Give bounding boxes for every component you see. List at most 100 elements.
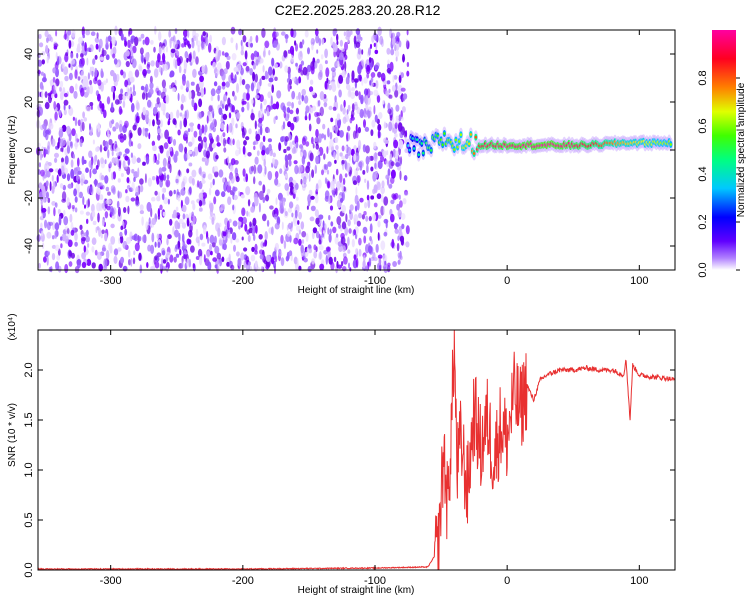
- noise-point: [355, 257, 359, 268]
- noise-point: [85, 211, 90, 216]
- noise-point: [89, 185, 93, 193]
- noise-point: [111, 172, 114, 181]
- noise-point: [310, 91, 316, 96]
- noise-point: [154, 190, 158, 196]
- noise-point: [54, 202, 58, 208]
- noise-point: [267, 128, 270, 133]
- noise-point: [388, 94, 393, 99]
- noise-point: [266, 188, 271, 194]
- noise-point: [257, 164, 263, 174]
- noise-point: [119, 136, 125, 143]
- noise-point: [161, 193, 165, 201]
- noise-point: [264, 108, 267, 114]
- noise-point: [224, 104, 229, 112]
- noise-point: [305, 105, 310, 114]
- noise-point: [316, 117, 321, 125]
- noise-point: [41, 51, 46, 56]
- noise-point: [334, 159, 337, 164]
- noise-point: [152, 154, 155, 165]
- noise-point: [399, 200, 403, 208]
- noise-point: [89, 84, 94, 95]
- noise-point: [341, 145, 345, 152]
- noise-point: [81, 236, 86, 242]
- noise-point: [362, 260, 366, 269]
- noise-point: [80, 53, 84, 58]
- noise-point: [364, 202, 368, 209]
- noise-point: [358, 237, 362, 246]
- noise-point: [246, 210, 249, 217]
- noise-point: [177, 244, 181, 250]
- noise-point: [188, 162, 193, 167]
- noise-point: [125, 165, 128, 170]
- noise-point: [396, 242, 400, 252]
- noise-point: [335, 145, 339, 150]
- noise-point: [126, 177, 130, 184]
- noise-point: [273, 40, 278, 48]
- noise-point: [365, 244, 370, 254]
- noise-point: [166, 174, 170, 180]
- noise-point: [188, 150, 193, 155]
- noise-point: [327, 227, 330, 235]
- noise-point: [163, 172, 167, 182]
- noise-point: [373, 257, 378, 262]
- noise-point: [85, 247, 89, 256]
- noise-point: [365, 95, 369, 105]
- noise-point: [195, 256, 200, 260]
- noise-point: [87, 72, 90, 80]
- noise-point: [188, 53, 192, 62]
- noise-point: [300, 145, 304, 154]
- noise-point: [240, 194, 245, 199]
- noise-point: [63, 103, 66, 111]
- noise-point: [214, 68, 219, 77]
- noise-point: [200, 40, 205, 51]
- noise-point: [268, 143, 272, 152]
- noise-point: [139, 47, 144, 55]
- noise-point: [75, 83, 78, 91]
- noise-point: [183, 254, 187, 260]
- noise-point: [264, 165, 267, 175]
- noise-point: [194, 33, 199, 38]
- noise-point: [199, 233, 204, 241]
- noise-point: [394, 228, 400, 234]
- noise-point: [262, 184, 266, 194]
- noise-point: [138, 65, 143, 72]
- spectrogram-y-tick-label: 40: [23, 48, 35, 60]
- noise-point: [244, 50, 248, 60]
- noise-point: [151, 196, 156, 202]
- noise-point: [112, 53, 116, 59]
- noise-point: [167, 120, 170, 126]
- noise-point: [215, 222, 220, 232]
- noise-point: [52, 181, 56, 190]
- ridge-core: [411, 137, 414, 140]
- noise-point: [166, 150, 170, 159]
- ridge-core: [669, 143, 672, 146]
- noise-point: [225, 81, 230, 88]
- noise-point: [153, 46, 156, 53]
- noise-point: [391, 36, 396, 46]
- noise-point: [134, 242, 140, 252]
- noise-point: [377, 123, 382, 132]
- noise-point: [122, 160, 126, 169]
- noise-point: [268, 77, 274, 83]
- noise-point: [157, 110, 160, 119]
- noise-point: [283, 148, 287, 154]
- noise-point: [353, 35, 357, 45]
- noise-point: [299, 44, 303, 49]
- noise-point: [145, 83, 149, 93]
- noise-point: [74, 140, 78, 150]
- noise-point: [137, 167, 140, 178]
- noise-point: [213, 165, 219, 173]
- noise-point: [310, 195, 315, 200]
- noise-point: [110, 223, 115, 229]
- noise-point: [76, 47, 79, 53]
- noise-point: [188, 212, 192, 223]
- noise-point: [67, 29, 72, 36]
- noise-point: [286, 101, 292, 107]
- noise-point: [324, 48, 328, 59]
- noise-point: [188, 187, 192, 193]
- noise-point: [339, 52, 344, 61]
- noise-point: [373, 202, 378, 208]
- spectrogram-x-tick-label: -300: [100, 275, 122, 287]
- snr-x-tick-label: -300: [100, 575, 122, 587]
- noise-point: [209, 244, 213, 250]
